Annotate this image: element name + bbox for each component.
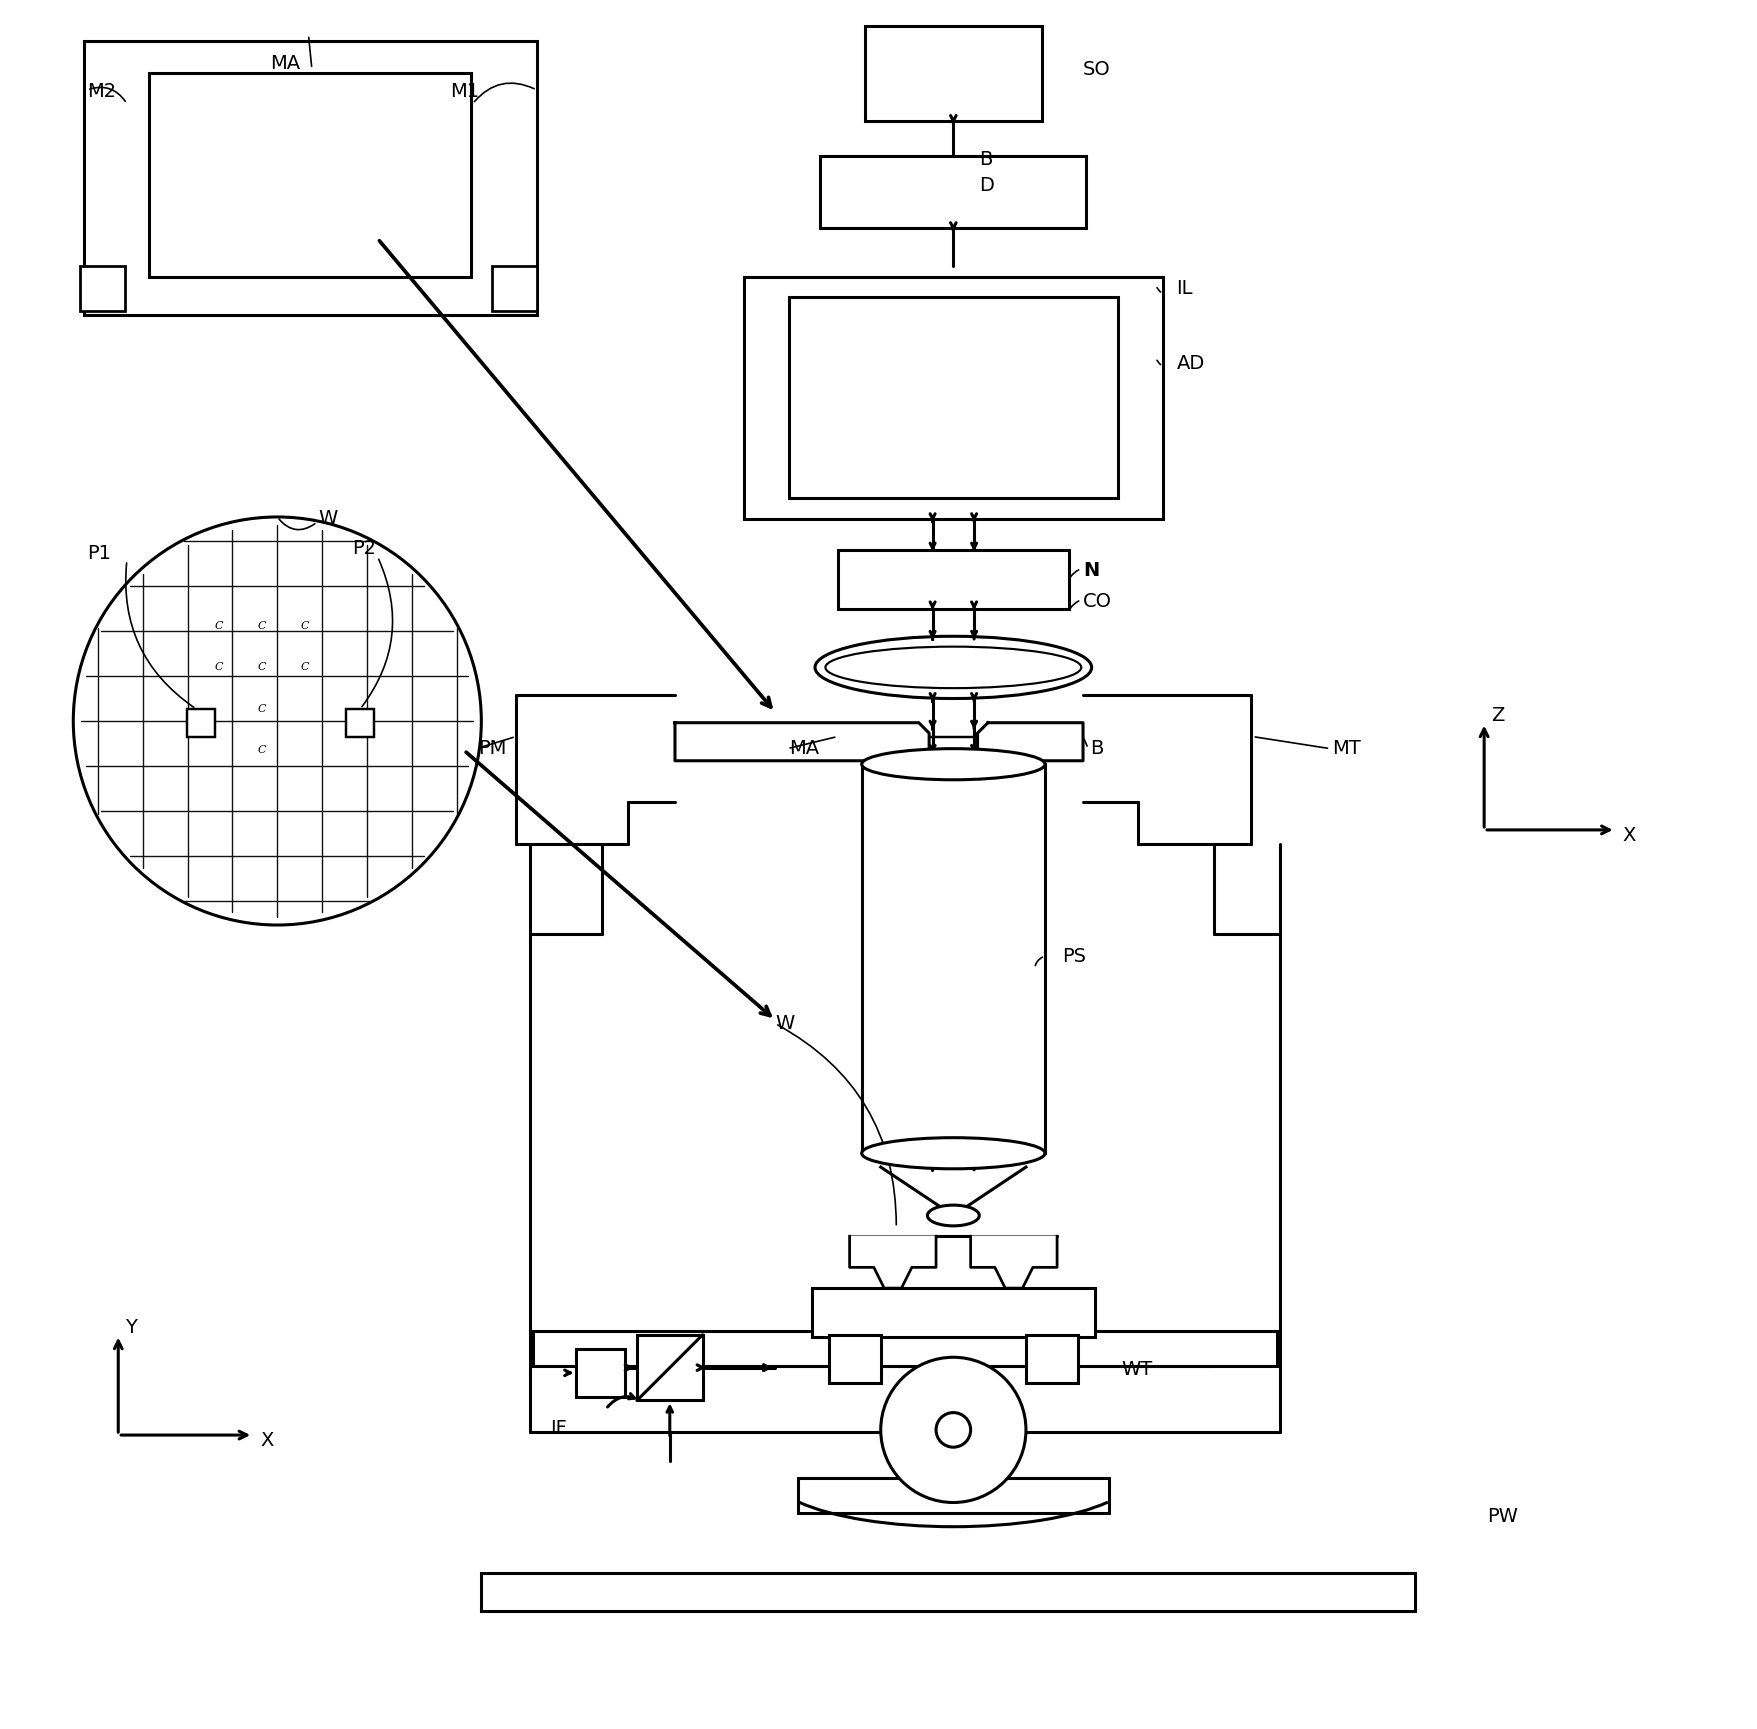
Text: MA: MA bbox=[271, 55, 300, 73]
Text: PS: PS bbox=[1061, 947, 1086, 965]
Polygon shape bbox=[970, 1236, 1056, 1288]
Text: IF: IF bbox=[550, 1420, 568, 1437]
Text: B: B bbox=[979, 150, 993, 168]
Text: C: C bbox=[300, 621, 309, 631]
Bar bbox=[576, 1349, 624, 1397]
Ellipse shape bbox=[861, 1138, 1044, 1169]
Bar bbox=[836, 550, 1068, 609]
Text: P1: P1 bbox=[88, 545, 111, 562]
Text: W: W bbox=[318, 510, 337, 527]
Polygon shape bbox=[977, 723, 1082, 761]
Text: IL: IL bbox=[1175, 280, 1193, 297]
Bar bbox=[636, 1335, 703, 1400]
Text: D: D bbox=[979, 176, 994, 194]
Text: C: C bbox=[214, 662, 223, 673]
Text: C: C bbox=[214, 621, 223, 631]
Text: C: C bbox=[257, 662, 265, 673]
Text: N: N bbox=[1082, 562, 1098, 579]
Bar bbox=[861, 764, 1044, 1153]
Text: C: C bbox=[257, 745, 265, 756]
Text: PM: PM bbox=[478, 740, 506, 757]
Ellipse shape bbox=[861, 749, 1044, 780]
Bar bbox=[789, 297, 1117, 498]
Text: CO: CO bbox=[1082, 593, 1112, 610]
Text: C: C bbox=[300, 662, 309, 673]
Text: SO: SO bbox=[1082, 61, 1110, 78]
Text: P2: P2 bbox=[351, 539, 376, 557]
Bar bbox=[81, 266, 125, 311]
Text: B: B bbox=[1089, 740, 1103, 757]
Circle shape bbox=[74, 517, 481, 925]
Bar bbox=[828, 1335, 880, 1383]
Bar bbox=[149, 73, 471, 277]
Bar bbox=[864, 26, 1040, 121]
Text: PW: PW bbox=[1486, 1508, 1518, 1525]
Bar bbox=[532, 1331, 1276, 1366]
Polygon shape bbox=[675, 723, 929, 761]
Text: W: W bbox=[775, 1015, 794, 1032]
Text: X: X bbox=[260, 1432, 274, 1449]
Bar bbox=[492, 266, 536, 311]
Ellipse shape bbox=[928, 1205, 979, 1226]
Text: C: C bbox=[257, 621, 265, 631]
Text: X: X bbox=[1622, 826, 1636, 844]
Text: Z: Z bbox=[1490, 707, 1504, 724]
Text: M1: M1 bbox=[450, 83, 480, 100]
Bar bbox=[481, 1573, 1414, 1611]
Text: MA: MA bbox=[789, 740, 819, 757]
Bar bbox=[821, 156, 1086, 228]
Circle shape bbox=[880, 1357, 1026, 1503]
Circle shape bbox=[935, 1413, 970, 1447]
Text: Y: Y bbox=[125, 1319, 137, 1337]
Polygon shape bbox=[849, 1236, 935, 1288]
Text: AD: AD bbox=[1175, 354, 1204, 372]
Text: M2: M2 bbox=[88, 83, 116, 100]
Text: C: C bbox=[257, 704, 265, 714]
Bar bbox=[798, 1478, 1109, 1513]
Bar bbox=[743, 277, 1161, 519]
Bar bbox=[1026, 1335, 1077, 1383]
Text: WT: WT bbox=[1121, 1361, 1151, 1378]
Ellipse shape bbox=[815, 636, 1091, 699]
Bar bbox=[188, 709, 214, 737]
Bar bbox=[346, 709, 374, 737]
Bar bbox=[812, 1288, 1095, 1337]
Bar bbox=[84, 41, 536, 315]
Text: MT: MT bbox=[1332, 740, 1360, 757]
